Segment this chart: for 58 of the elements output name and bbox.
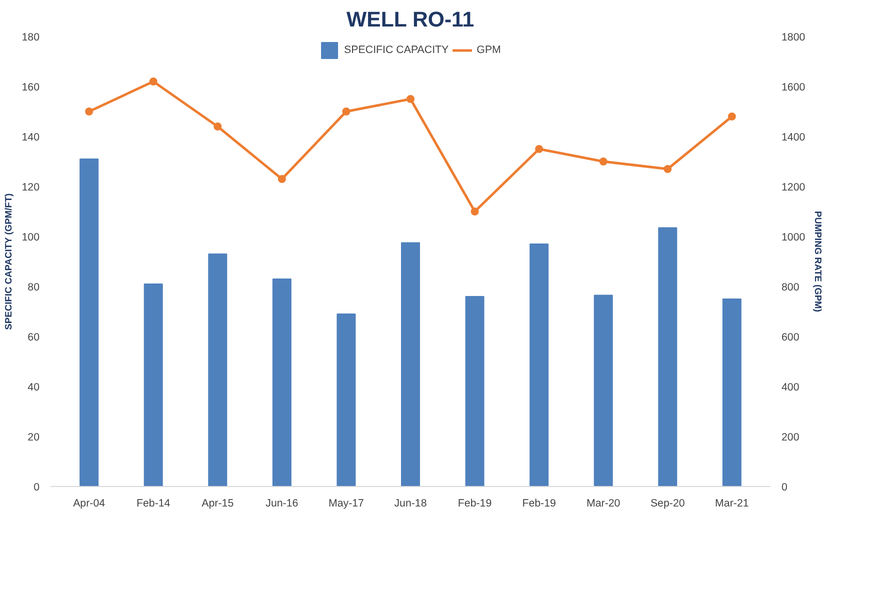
y2-tick-label: 1000 bbox=[782, 232, 806, 244]
point bbox=[599, 158, 608, 166]
y2-tick-label: 400 bbox=[782, 382, 800, 394]
y-axis-title: SPECIFIC CAPACITY (GPM/FT) bbox=[4, 193, 14, 330]
chart-title: WELL RO-11 bbox=[346, 8, 474, 32]
x-tick-label: Feb-19 bbox=[458, 498, 492, 510]
y-tick-label: 180 bbox=[22, 32, 40, 44]
point bbox=[278, 175, 286, 183]
x-tick-label: Apr-15 bbox=[202, 498, 234, 510]
y2-tick-label: 0 bbox=[782, 482, 788, 494]
point bbox=[728, 112, 736, 120]
bar bbox=[272, 278, 292, 486]
y-tick-label: 160 bbox=[22, 82, 40, 94]
y2-tick-label: 600 bbox=[782, 332, 800, 344]
y-tick-label: 120 bbox=[22, 182, 40, 194]
x-tick-label: Apr-04 bbox=[73, 498, 106, 510]
y-tick-label: 0 bbox=[34, 482, 40, 494]
y2-tick-label: 200 bbox=[782, 432, 800, 444]
point bbox=[214, 122, 222, 130]
bar bbox=[658, 227, 678, 486]
y2-tick-label: 1400 bbox=[782, 132, 806, 144]
bar bbox=[722, 298, 742, 486]
y-tick-label: 20 bbox=[28, 432, 40, 444]
point bbox=[535, 145, 544, 153]
bar bbox=[401, 242, 420, 486]
y2-tick-label: 800 bbox=[782, 282, 800, 294]
bar bbox=[336, 314, 356, 486]
x-tick-label: Sep-20 bbox=[650, 498, 685, 510]
bar bbox=[530, 244, 549, 486]
x-tick-label: May-17 bbox=[328, 498, 364, 510]
x-tick-label: Mar-20 bbox=[586, 498, 620, 510]
y2-tick-label: 1600 bbox=[782, 82, 806, 94]
point bbox=[85, 108, 94, 116]
x-tick-label: Feb-14 bbox=[136, 498, 170, 510]
y-tick-label: 140 bbox=[22, 132, 40, 144]
legend-label: SPECIFIC CAPACITY bbox=[344, 44, 449, 56]
point bbox=[149, 78, 158, 86]
point bbox=[470, 208, 479, 216]
point bbox=[342, 108, 350, 116]
x-tick-label: Feb-19 bbox=[522, 498, 556, 510]
x-tick-label: Mar-21 bbox=[715, 498, 749, 510]
bar bbox=[80, 158, 99, 486]
y-tick-label: 80 bbox=[28, 282, 40, 294]
y-tick-label: 60 bbox=[28, 332, 40, 344]
y2-tick-label: 1800 bbox=[782, 32, 806, 44]
bar bbox=[208, 254, 228, 486]
y-tick-label: 40 bbox=[28, 382, 40, 394]
y2-axis-title: PUMPING RATE (GPM) bbox=[813, 211, 824, 312]
y2-tick-label: 1200 bbox=[782, 182, 806, 194]
legend-label: GPM bbox=[476, 44, 501, 56]
x-tick-label: Jun-18 bbox=[394, 498, 427, 510]
y-tick-label: 100 bbox=[22, 232, 40, 244]
point bbox=[406, 95, 414, 103]
x-tick-label: Jun-16 bbox=[266, 498, 298, 510]
point bbox=[664, 165, 672, 173]
bar bbox=[594, 294, 613, 486]
bar bbox=[465, 296, 484, 486]
bar bbox=[144, 284, 163, 486]
